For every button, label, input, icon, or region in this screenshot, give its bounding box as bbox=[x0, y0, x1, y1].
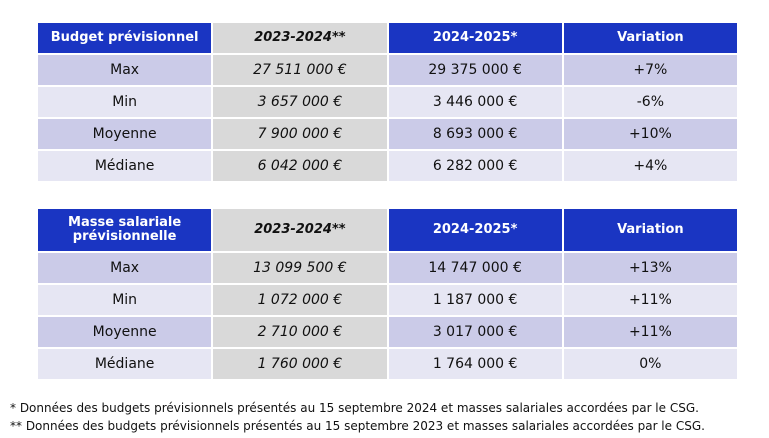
table-cell: 3 446 000 € bbox=[388, 87, 562, 117]
table-cell: 1 760 000 € bbox=[213, 349, 387, 379]
table-cell: +11% bbox=[563, 285, 737, 315]
table-row: Moyenne 2 710 000 €3 017 000 € +11% bbox=[38, 317, 737, 347]
footnote-1: * Données des budgets prévisionnels prés… bbox=[10, 401, 699, 415]
table-cell: Médiane bbox=[38, 151, 212, 181]
table-cell: 7 900 000 € bbox=[213, 119, 387, 149]
table-cell: 27 511 000 € bbox=[213, 55, 387, 85]
table-cell: Max bbox=[38, 55, 212, 85]
column-header: Variation bbox=[563, 23, 737, 53]
footnote-2: ** Données des budgets prévisionnels pré… bbox=[10, 419, 705, 433]
column-header: 2023-2024** bbox=[213, 209, 387, 251]
table-cell: Moyenne bbox=[38, 317, 212, 347]
column-header: Variation bbox=[563, 209, 737, 251]
column-header: 2024-2025* bbox=[388, 209, 562, 251]
table-cell: 3 017 000 € bbox=[388, 317, 562, 347]
column-header: Budget prévisionnel bbox=[38, 23, 212, 53]
table-cell: 8 693 000 € bbox=[388, 119, 562, 149]
table-row: Min 3 657 000 €3 446 000 € -6% bbox=[38, 87, 737, 117]
table-cell: Max bbox=[38, 253, 212, 283]
table-cell: 29 375 000 € bbox=[388, 55, 562, 85]
column-header: 2024-2025* bbox=[388, 23, 562, 53]
table-cell: Min bbox=[38, 285, 212, 315]
table-cell: 1 187 000 € bbox=[388, 285, 562, 315]
table-row: Max 27 511 000 €29 375 000 € +7% bbox=[38, 55, 737, 85]
table-cell: +10% bbox=[563, 119, 737, 149]
table-cell: +11% bbox=[563, 317, 737, 347]
footnotes: * Données des budgets prévisionnels prés… bbox=[10, 399, 705, 435]
table-row: Min 1 072 000 €1 187 000 € +11% bbox=[38, 285, 737, 315]
table-cell: 1 764 000 € bbox=[388, 349, 562, 379]
column-header: Masse salariale prévisionnelle bbox=[38, 209, 212, 251]
table-cell: 0% bbox=[563, 349, 737, 379]
column-header: 2023-2024** bbox=[213, 23, 387, 53]
table-cell: 6 282 000 € bbox=[388, 151, 562, 181]
table-cell: 1 072 000 € bbox=[213, 285, 387, 315]
budget-table: Budget prévisionnel 2023-2024** 2024-2025*… bbox=[36, 21, 739, 183]
table-cell: 13 099 500 € bbox=[213, 253, 387, 283]
table-cell: 6 042 000 € bbox=[213, 151, 387, 181]
table-cell: -6% bbox=[563, 87, 737, 117]
table-row: Médiane 6 042 000 €6 282 000 € +4% bbox=[38, 151, 737, 181]
header-row: Masse salariale prévisionnelle 2023-2024*… bbox=[38, 209, 737, 251]
table-cell: +13% bbox=[563, 253, 737, 283]
table-cell: Min bbox=[38, 87, 212, 117]
table-cell: Moyenne bbox=[38, 119, 212, 149]
table-cell: Médiane bbox=[38, 349, 212, 379]
table-cell: 14 747 000 € bbox=[388, 253, 562, 283]
header-row: Budget prévisionnel 2023-2024** 2024-2025*… bbox=[38, 23, 737, 53]
table-cell: 3 657 000 € bbox=[213, 87, 387, 117]
payroll-table: Masse salariale prévisionnelle 2023-2024*… bbox=[36, 207, 739, 381]
table-cell: 2 710 000 € bbox=[213, 317, 387, 347]
table-cell: +4% bbox=[563, 151, 737, 181]
table-cell: +7% bbox=[563, 55, 737, 85]
table-row: Max 13 099 500 €14 747 000 € +13% bbox=[38, 253, 737, 283]
table-row: Moyenne 7 900 000 €8 693 000 € +10% bbox=[38, 119, 737, 149]
table-row: Médiane 1 760 000 €1 764 000 €0% bbox=[38, 349, 737, 379]
